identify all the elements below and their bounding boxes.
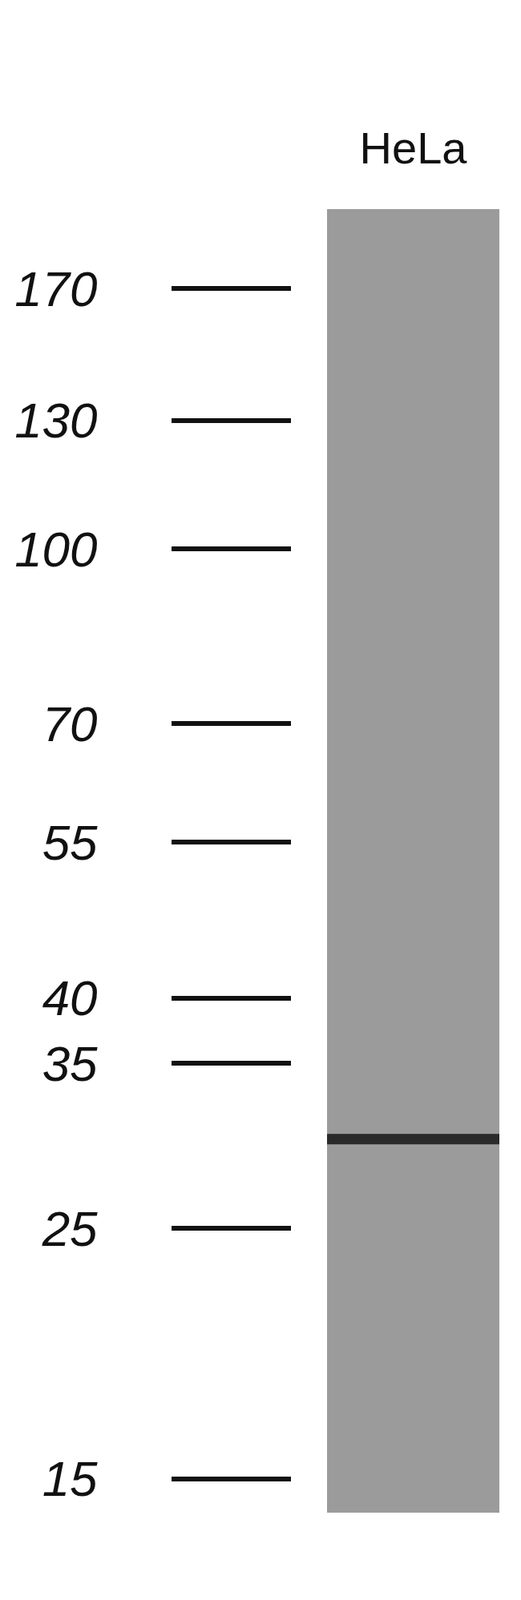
svg-text:35: 35: [42, 1036, 98, 1092]
svg-text:170: 170: [14, 261, 97, 317]
svg-text:HeLa: HeLa: [359, 122, 469, 174]
svg-text:130: 130: [14, 392, 97, 449]
svg-text:70: 70: [42, 696, 98, 752]
svg-text:25: 25: [41, 1201, 98, 1257]
svg-text:100: 100: [14, 521, 97, 578]
svg-text:40: 40: [42, 970, 98, 1026]
svg-text:55: 55: [42, 815, 98, 871]
svg-text:15: 15: [42, 1451, 98, 1507]
